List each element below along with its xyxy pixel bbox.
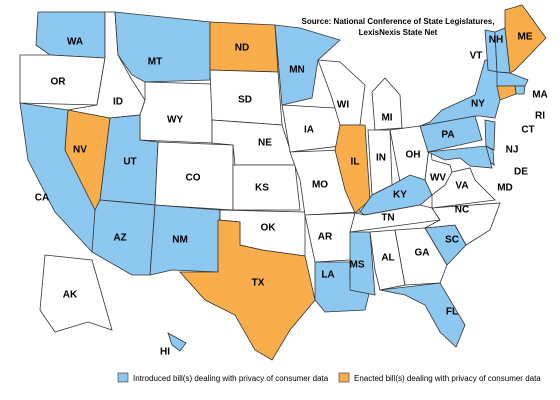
source-line: LexisNexis State Net xyxy=(359,28,438,37)
state-label: KS xyxy=(255,183,269,194)
state-label: RI xyxy=(535,111,545,122)
state xyxy=(379,282,466,348)
state-label: MS xyxy=(350,260,365,271)
state-label: VT xyxy=(470,51,483,62)
state-label: ID xyxy=(113,97,123,108)
state-label: NE xyxy=(258,138,272,149)
state-label: AK xyxy=(63,290,78,301)
state xyxy=(167,332,187,352)
state-label: AZ xyxy=(113,233,126,244)
source-line: Source: National Conference of State Leg… xyxy=(302,17,495,26)
labels: WA OR CA NV ID MT WY UT AZ CO NM ND SD NE KS OK TX MN IA MO… xyxy=(35,32,548,358)
state-label: AR xyxy=(318,232,333,243)
state-label: MO xyxy=(312,180,328,191)
state xyxy=(179,219,316,361)
state-label: MN xyxy=(289,65,305,76)
state-label: AL xyxy=(381,253,394,264)
state xyxy=(232,164,301,211)
state-label: WV xyxy=(430,173,446,184)
state xyxy=(35,11,106,59)
state-label: IN xyxy=(376,153,386,164)
state-label: TN xyxy=(381,213,394,224)
state-label: IA xyxy=(304,125,314,136)
legend-swatch xyxy=(338,372,350,383)
state xyxy=(496,71,529,87)
state xyxy=(484,119,496,151)
state xyxy=(114,11,211,83)
state-label: LA xyxy=(321,270,334,281)
legend-swatch xyxy=(117,372,129,383)
state-label: OR xyxy=(51,77,67,88)
state-label: NM xyxy=(172,235,188,246)
state xyxy=(349,231,376,296)
state-label: SC xyxy=(445,235,459,246)
state-label: ND xyxy=(235,43,249,54)
state-label: NY xyxy=(471,99,485,110)
state-label: HI xyxy=(160,347,170,358)
state-label: MI xyxy=(381,113,392,124)
legend-label: Enacted bill(s) dealing with privacy of … xyxy=(354,374,541,383)
state-label: TX xyxy=(252,278,265,289)
state-label: MT xyxy=(148,57,162,68)
state-label: CO xyxy=(186,173,201,184)
state-label: FL xyxy=(446,307,458,318)
state-label: CT xyxy=(521,125,534,136)
state xyxy=(514,85,526,95)
state-label: OH xyxy=(406,150,421,161)
state xyxy=(369,229,406,291)
state-label: WY xyxy=(167,115,183,126)
state xyxy=(39,254,113,333)
state-label: PA xyxy=(441,130,454,141)
state-label: IL xyxy=(351,157,360,168)
state xyxy=(371,77,403,131)
state-label: DE xyxy=(514,167,528,178)
state-label: NJ xyxy=(506,145,519,156)
state xyxy=(426,145,493,169)
state xyxy=(424,202,501,246)
states xyxy=(19,4,547,361)
state xyxy=(139,81,213,144)
state xyxy=(496,85,517,101)
state-label: KY xyxy=(393,190,407,201)
state-label: VA xyxy=(455,181,468,192)
state-label: GA xyxy=(415,248,430,259)
state xyxy=(394,227,448,286)
legend-label: Introduced bill(s) dealing with privacy … xyxy=(133,374,329,383)
state-label: NV xyxy=(73,145,87,156)
state-label: SD xyxy=(238,95,252,106)
state xyxy=(149,204,221,276)
state-label: NH xyxy=(489,35,503,46)
state-label: NC xyxy=(455,205,469,216)
state-label: WA xyxy=(67,37,83,48)
legend: Introduced bill(s) dealing with privacy … xyxy=(117,372,541,383)
state-label: OK xyxy=(261,223,277,234)
state-label: UT xyxy=(123,157,136,168)
state-label: MD xyxy=(497,183,513,194)
state-label: ME xyxy=(518,32,533,43)
state-label: MA xyxy=(532,90,548,101)
state-label: CA xyxy=(35,193,49,204)
state-label: WI xyxy=(337,100,349,111)
